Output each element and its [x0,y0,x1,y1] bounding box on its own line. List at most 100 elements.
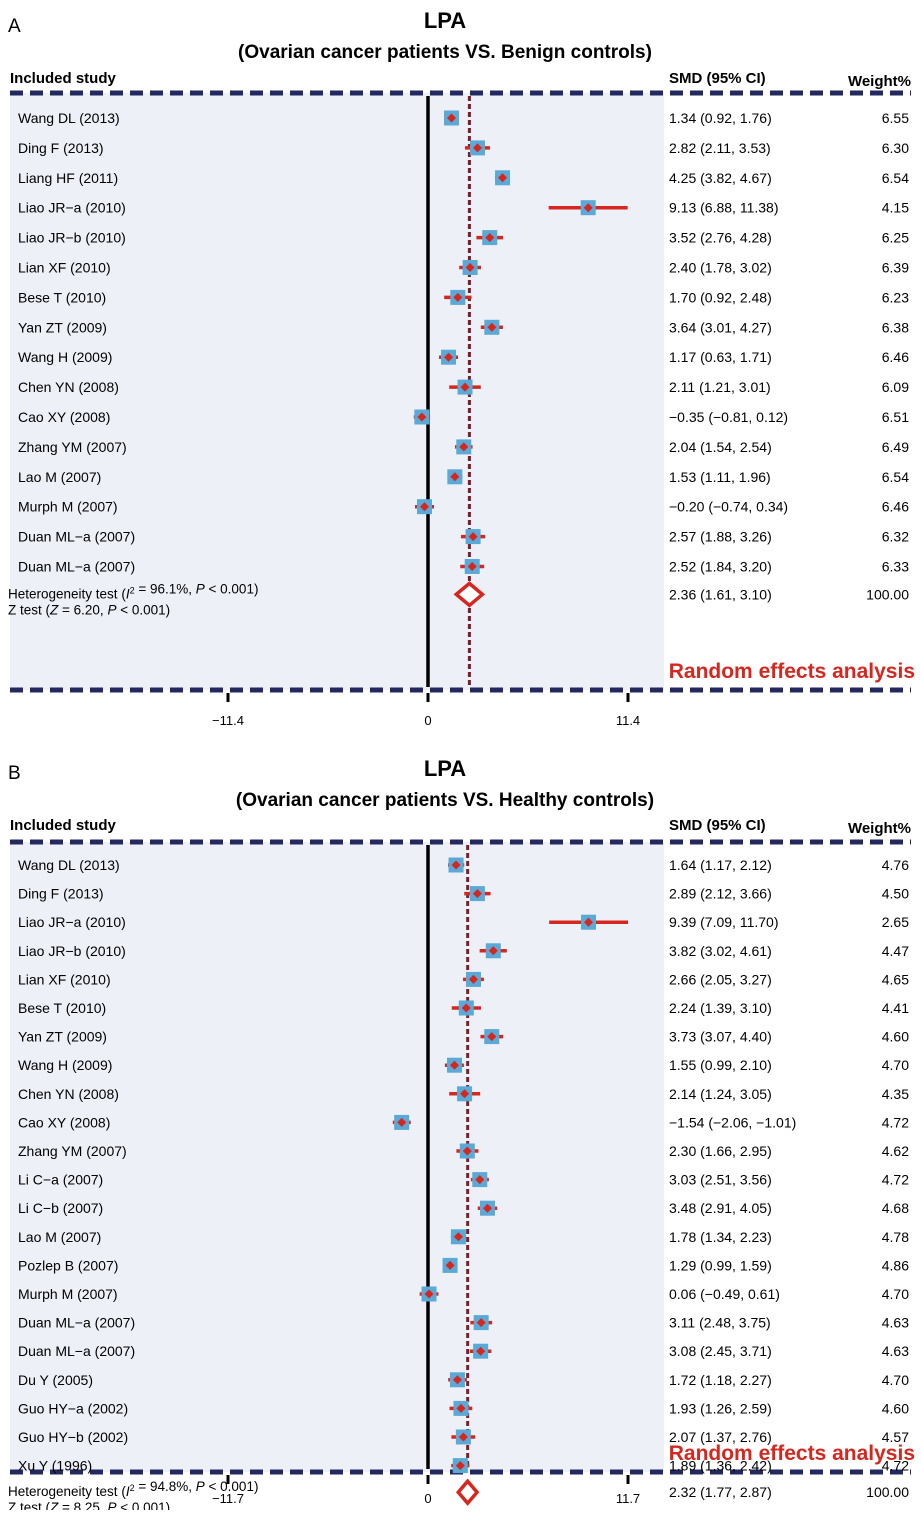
study-name: Murph M (2007) [18,499,118,515]
point-estimate-marker [460,382,470,392]
plot-area-background [10,93,664,690]
study-weight: 4.72 [882,1458,909,1474]
point-estimate-marker [449,1060,459,1070]
column-header-estimate: SMD (95% CI) [669,70,766,87]
study-smd-ci: −0.20 (−0.74, 0.34) [669,499,788,515]
study-name: Lian XF (2010) [18,971,111,987]
point-estimate-marker [460,1089,470,1099]
study-name: Cao XY (2008) [18,409,110,425]
study-weight: 6.54 [882,170,909,186]
study-row: Zhang YM (2007) 2.04 (1.54, 2.54) 6.49 [18,439,909,455]
study-weight: 4.41 [882,1000,909,1016]
study-name: Ding F (2013) [18,886,104,902]
z-test-text: Z test (Z = 6.20, P < 0.001) [8,602,170,617]
study-name: Zhang YM (2007) [18,1143,127,1159]
axis-tick-label: 0 [424,713,431,728]
study-weight: 2.65 [882,914,909,930]
study-row: Liang HF (2011) 4.25 (3.82, 4.67) 6.54 [18,170,909,186]
study-weight: 6.49 [882,439,909,455]
study-weight: 4.78 [882,1229,909,1245]
study-weight: 4.70 [882,1057,909,1073]
point-estimate-marker [472,143,482,153]
pooled-smd-ci: 2.32 (1.77, 2.87) [669,1484,772,1500]
study-smd-ci: 3.82 (3.02, 4.61) [669,943,772,959]
plot-area-background [10,842,664,1472]
study-smd-ci: 3.03 (2.51, 3.56) [669,1172,772,1188]
study-row: Liao JR−b (2010) 3.82 (3.02, 4.61) 4.47 [18,943,909,959]
study-weight: 6.54 [882,469,909,485]
study-smd-ci: 2.14 (1.24, 3.05) [669,1086,772,1102]
study-weight: 4.70 [882,1286,909,1302]
point-estimate-marker [455,1461,465,1471]
study-smd-ci: 2.52 (1.84, 3.20) [669,559,772,575]
study-name: Guo HY−b (2002) [18,1429,128,1445]
chart-title: LPA [424,756,466,781]
study-row: Wang DL (2013) 1.64 (1.17, 2.12) 4.76 [18,857,909,873]
study-smd-ci: 3.52 (2.76, 4.28) [669,230,772,246]
study-row: Zhang YM (2007) 2.30 (1.66, 2.95) 4.62 [18,1143,909,1159]
point-estimate-marker [467,562,477,571]
column-header-estimate: SMD (95% CI) [669,817,766,834]
point-estimate-marker [472,889,482,899]
study-row: Guo HY−a (2002) 1.93 (1.26, 2.59) 4.60 [18,1400,909,1416]
study-weight: 4.63 [882,1343,909,1359]
pooled-weight: 100.00 [866,586,909,602]
column-header-weight: Weight% [848,820,911,837]
study-weight: 6.25 [882,230,909,246]
point-estimate-marker [453,292,463,302]
study-smd-ci: 9.39 (7.09, 11.70) [669,914,778,930]
study-row: Yan ZT (2009) 3.73 (3.07, 4.40) 4.60 [18,1029,909,1045]
study-name: Duan ML−a (2007) [18,1343,135,1359]
study-smd-ci: −0.35 (−0.81, 0.12) [669,409,788,425]
study-name: Li C−a (2007) [18,1172,103,1188]
study-name: Liao JR−b (2010) [18,943,126,959]
point-estimate-marker [468,974,478,984]
heterogeneity-test-text: Heterogeneity test (I2 = 94.8%, P < 0.00… [8,1479,258,1499]
study-name: Chen YN (2008) [18,1086,119,1102]
point-estimate-marker [456,1403,466,1413]
study-row: Lian XF (2010) 2.66 (2.05, 3.27) 4.65 [18,971,909,987]
point-estimate-marker [444,352,454,362]
panel-letter: A [8,16,21,37]
point-estimate-marker [452,1375,462,1385]
study-name: Lian XF (2010) [18,260,111,276]
study-smd-ci: 1.53 (1.11, 1.96) [669,469,771,485]
study-smd-ci: 1.93 (1.26, 2.59) [669,1400,772,1416]
column-header-weight: Weight% [848,73,911,90]
point-estimate-marker [397,1117,407,1127]
point-estimate-marker [487,322,497,332]
study-smd-ci: 1.70 (0.92, 2.48) [669,289,772,305]
study-name: Chen YN (2008) [18,379,119,395]
study-name: Cao XY (2008) [18,1114,110,1130]
study-smd-ci: 2.07 (1.37, 2.76) [669,1429,772,1445]
study-smd-ci: 1.17 (0.63, 1.71) [669,349,772,365]
study-row: Wang H (2009) 1.55 (0.99, 2.10) 4.70 [18,1057,909,1073]
study-weight: 6.09 [882,379,909,395]
study-weight: 6.33 [882,559,909,575]
z-test-text: Z test (Z = 8.25, P < 0.001) [8,1500,170,1510]
study-name: Guo HY−a (2002) [18,1400,128,1416]
study-smd-ci: 3.73 (3.07, 4.40) [669,1029,772,1045]
study-smd-ci: 1.78 (1.34, 2.23) [669,1229,772,1245]
axis-tick-label: 11.4 [616,713,640,728]
study-smd-ci: 1.89 (1.36, 2.42) [669,1458,772,1474]
study-row: Guo HY−b (2002) 2.07 (1.37, 2.76) 4.57 [18,1429,909,1445]
study-smd-ci: 2.04 (1.54, 2.54) [669,439,772,455]
study-row: Li C−a (2007) 3.03 (2.51, 3.56) 4.72 [18,1172,909,1188]
study-weight: 4.63 [882,1315,909,1331]
study-weight: 4.70 [882,1372,909,1388]
study-row: Yan ZT (2009) 3.64 (3.01, 4.27) 6.38 [18,319,909,335]
study-weight: 4.60 [882,1029,909,1045]
point-estimate-marker [445,1260,455,1270]
study-weight: 4.62 [882,1143,909,1159]
point-estimate-marker [498,173,508,183]
study-row: Xu Y (1996) 1.89 (1.36, 2.42) 4.72 [18,1458,909,1474]
study-smd-ci: 1.55 (0.99, 2.10) [669,1057,772,1073]
axis-tick-label: 0 [424,1491,431,1506]
study-row: Liao JR−a (2010) 9.39 (7.09, 11.70) 2.65 [18,914,909,930]
study-smd-ci: 4.25 (3.82, 4.67) [669,170,772,186]
study-row: Lao M (2007) 1.78 (1.34, 2.23) 4.78 [18,1229,909,1245]
study-name: Zhang YM (2007) [18,439,127,455]
axis-tick-label: −11.7 [212,1491,244,1506]
